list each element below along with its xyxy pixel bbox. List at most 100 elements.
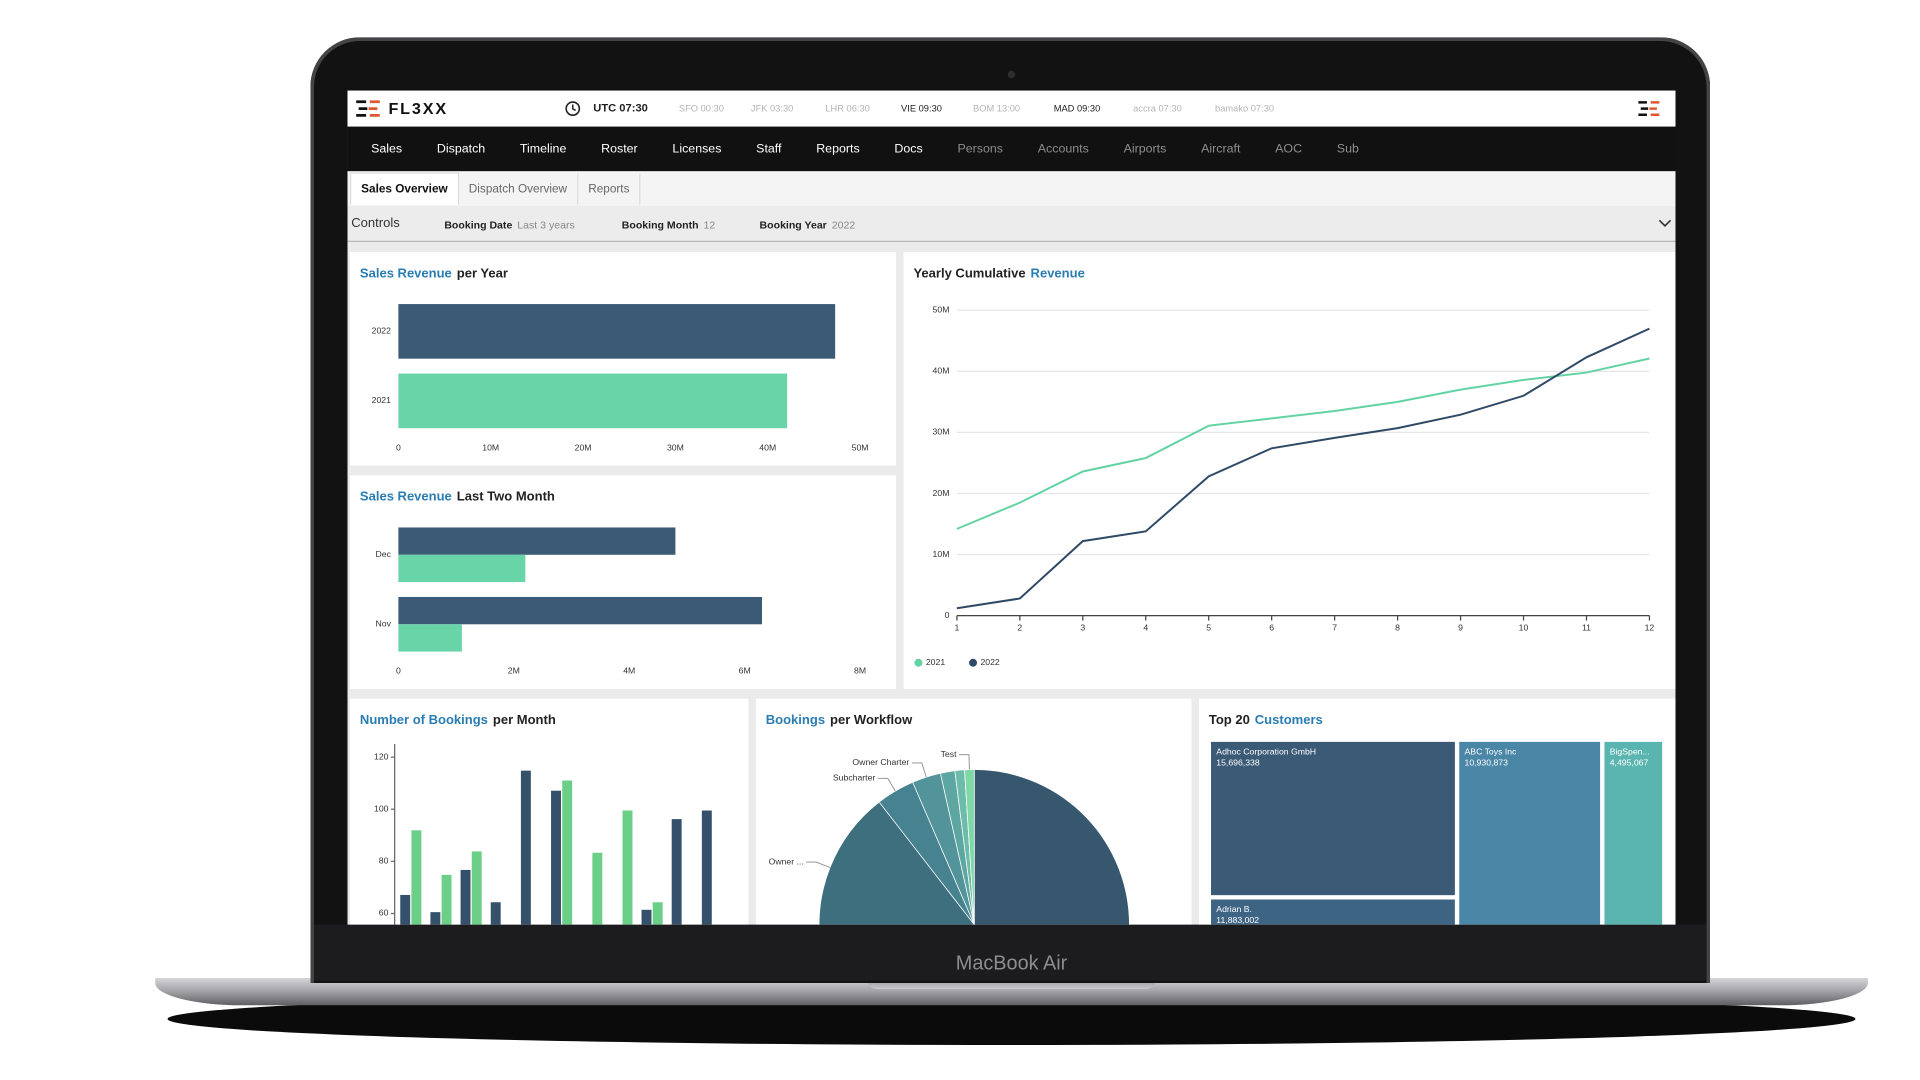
title-accent: Sales Revenue — [360, 266, 452, 281]
bar — [411, 830, 422, 925]
tab-bar: Sales Overview Dispatch Overview Reports — [347, 171, 1676, 207]
tab[interactable]: Dispatch Overview — [459, 173, 579, 205]
bar — [398, 554, 526, 583]
x-tick-label: 8M — [854, 666, 866, 676]
title-accent: Bookings — [766, 713, 825, 728]
y-tick-label: 0 — [945, 610, 950, 620]
leader-line — [877, 777, 896, 792]
chart: Number of Bookings per Month 60 80 100 120 — [360, 713, 712, 925]
bar — [671, 819, 682, 925]
panel: Sales Revenue per Year 0 10M 20M 30M 40M 50M 202… — [349, 251, 897, 466]
cell-value: 10,930,873 — [1465, 758, 1509, 768]
x-tick-label: 8 — [1395, 622, 1400, 632]
legend-swatch — [914, 658, 923, 667]
leader-line — [959, 754, 970, 770]
nav-item[interactable]: Reports — [816, 142, 860, 156]
series-line — [956, 327, 1650, 610]
pie-slice — [818, 801, 975, 925]
nav-item[interactable]: Sub — [1336, 142, 1359, 156]
panel-title: Yearly Cumulative Revenue — [913, 266, 1084, 281]
expand-chevron[interactable] — [1658, 218, 1672, 228]
x-tick-label: 1 — [954, 622, 959, 632]
bar — [622, 810, 633, 925]
y-tick-label: 40M — [933, 366, 950, 376]
bar — [551, 790, 561, 925]
panel-title: Sales Revenue Last Two Month — [360, 489, 555, 504]
x-tick-label: 2 — [1017, 622, 1022, 632]
filter[interactable]: Booking Month 12 — [622, 218, 715, 230]
y-tick-label: 2022 — [372, 326, 391, 336]
title-accent: Revenue — [1031, 266, 1085, 281]
clock-icon — [565, 101, 581, 116]
nav-item[interactable]: Persons — [957, 142, 1004, 156]
filter-name: Booking Year — [759, 218, 827, 231]
cell-label: Adhoc Corporation GmbH — [1216, 746, 1316, 756]
x-tick-label: 10M — [482, 442, 499, 452]
panel: Top 20 Customers Adhoc Corporation GmbH 15,… — [1198, 698, 1676, 925]
x-tick-label: 3 — [1080, 622, 1085, 632]
logo-text: FL3XX — [388, 99, 449, 118]
corner-logo[interactable] — [1638, 101, 1660, 117]
cell-value: 4,495,067 — [1610, 758, 1649, 768]
leader-line — [806, 861, 831, 868]
title-text: Yearly Cumulative — [913, 266, 1025, 281]
title-text: per Year — [457, 266, 508, 281]
chart: Yearly Cumulative Revenue 0 10M 20M 30M 40M 50M… — [913, 266, 1654, 667]
panel-title: Number of Bookings per Month — [360, 713, 556, 728]
cell-label: BigSpen... — [1610, 746, 1650, 756]
bar — [441, 874, 452, 925]
nav-item[interactable]: Licenses — [672, 142, 722, 156]
nav-item[interactable]: Timeline — [519, 142, 567, 156]
nav-item[interactable]: Staff — [756, 142, 782, 156]
clock-time: LHR 06:30 — [825, 103, 870, 115]
y-tick-label: 60 — [379, 908, 389, 918]
nav-item[interactable]: Dispatch — [436, 142, 486, 156]
x-tick-label: 0 — [396, 666, 401, 676]
filter[interactable]: Booking Year 2022 — [760, 218, 856, 230]
slice-label: Subcharter — [833, 773, 876, 783]
bar — [592, 852, 603, 925]
tab[interactable]: Reports — [578, 173, 641, 205]
nav-item[interactable]: Roster — [601, 142, 638, 156]
x-tick-label: 7 — [1332, 622, 1337, 632]
bar — [398, 527, 676, 555]
laptop-chin — [314, 924, 1707, 981]
bar — [398, 624, 462, 652]
nav-item[interactable]: Airports — [1123, 142, 1167, 156]
nav-item[interactable]: Aircraft — [1201, 142, 1241, 156]
tab[interactable]: Sales Overview — [349, 172, 459, 205]
device-label: MacBook Air — [955, 953, 1068, 975]
nav-item[interactable]: Accounts — [1037, 142, 1089, 156]
x-tick-label: 6 — [1269, 622, 1274, 632]
legend-label: 2021 — [926, 657, 945, 667]
x-tick-label: 4 — [1143, 622, 1148, 632]
logo-icon — [356, 100, 380, 117]
filter-name: Booking Date — [444, 218, 513, 231]
x-tick-label: 40M — [759, 442, 776, 452]
x-tick-label: 6M — [739, 666, 751, 676]
filter-value: Last 3 years — [517, 218, 575, 231]
cell-value: 15,696,338 — [1216, 758, 1260, 768]
nav-item[interactable]: Docs — [894, 142, 923, 156]
y-tick-label: Dec — [376, 549, 392, 559]
x-tick-label: 0 — [396, 442, 401, 452]
panel-title: Top 20 Customers — [1209, 713, 1323, 728]
panel: Yearly Cumulative Revenue 0 10M 20M 30M 40M 50M… — [903, 251, 1676, 689]
nav-item[interactable]: AOC — [1275, 142, 1303, 156]
y-tick-label: 80 — [379, 856, 389, 866]
bar — [471, 851, 482, 925]
pie-slice — [971, 769, 1130, 925]
title-accent: Customers — [1255, 713, 1323, 728]
filter[interactable]: Booking Date Last 3 years — [444, 218, 574, 230]
bar — [398, 596, 762, 625]
chart: Bookings per Workflow Owner ... Subcharter O… — [766, 713, 1130, 925]
panel: Bookings per Workflow Owner ... Subcharter O… — [755, 698, 1192, 925]
bar — [398, 373, 788, 429]
clock-time: MAD 09:30 — [1053, 103, 1101, 115]
x-tick-label: 9 — [1458, 622, 1463, 632]
panel: Number of Bookings per Month 60 80 100 120 — [349, 698, 749, 925]
nav-item[interactable]: Sales — [371, 142, 403, 156]
legend-swatch — [969, 658, 978, 667]
